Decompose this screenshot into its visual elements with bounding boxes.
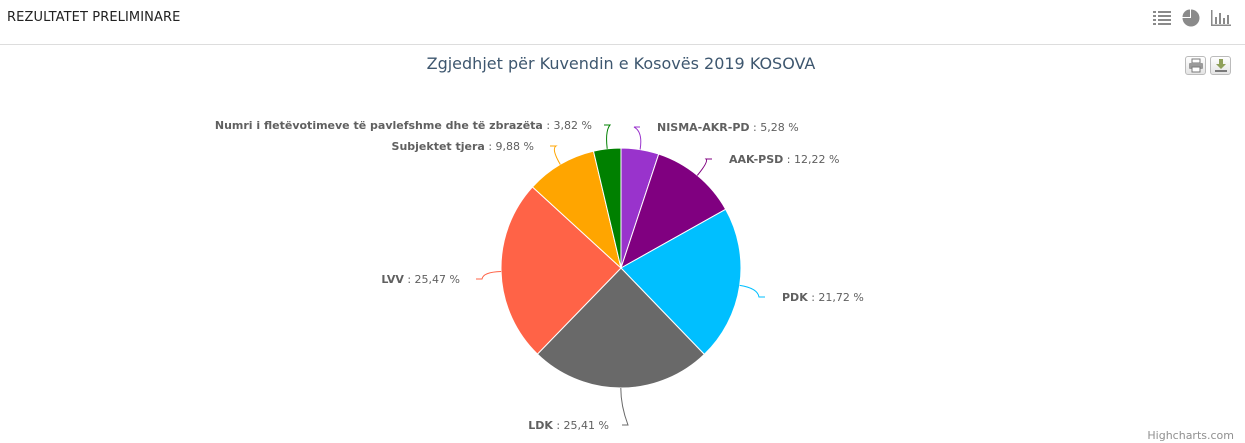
- label-connector: [620, 387, 629, 426]
- label-connector: [550, 145, 561, 165]
- label-connector: [604, 124, 612, 149]
- data-label: AAK-PSD : 12,22 %: [729, 153, 839, 166]
- data-label: NISMA-AKR-PD : 5,28 %: [657, 121, 799, 134]
- pie-slice-ldk[interactable]: [536, 267, 706, 389]
- label-connector: [633, 126, 642, 150]
- chart-title: Zgjedhjet për Kuvendin e Kosovës 2019 KO…: [427, 54, 816, 73]
- page-title: REZULTATET PRELIMINARE: [7, 10, 181, 25]
- data-label: Subjektet tjera : 9,88 %: [392, 140, 534, 153]
- label-connector: [739, 284, 765, 298]
- download-button[interactable]: [1210, 56, 1231, 75]
- list-view-button[interactable]: [1152, 8, 1172, 28]
- bar-view-button[interactable]: [1210, 8, 1231, 28]
- print-button[interactable]: [1185, 56, 1206, 75]
- chart-container: Zgjedhjet për Kuvendin e Kosovës 2019 KO…: [0, 45, 1245, 443]
- data-label: LDK : 25,41 %: [528, 419, 609, 432]
- list-icon: [1153, 11, 1171, 25]
- credits-link[interactable]: Highcharts.com: [1147, 429, 1234, 442]
- pie-chart-icon: [1182, 9, 1200, 27]
- data-label: PDK : 21,72 %: [782, 291, 864, 304]
- data-label: Numri i fletëvotimeve të pavlefshme dhe …: [215, 119, 592, 132]
- bar-chart-icon: [1211, 10, 1231, 26]
- label-connector: [476, 271, 502, 280]
- label-connector: [696, 158, 712, 176]
- top-bar: REZULTATET PRELIMINARE: [0, 0, 1245, 45]
- print-icon: [1189, 58, 1203, 73]
- pie-chart: Zgjedhjet për Kuvendin e Kosovës 2019 KO…: [215, 54, 864, 432]
- data-label: LVV : 25,47 %: [381, 273, 460, 286]
- pie-slice-lvv[interactable]: [500, 186, 622, 355]
- pie-view-button[interactable]: [1181, 8, 1201, 28]
- download-icon: [1215, 59, 1227, 72]
